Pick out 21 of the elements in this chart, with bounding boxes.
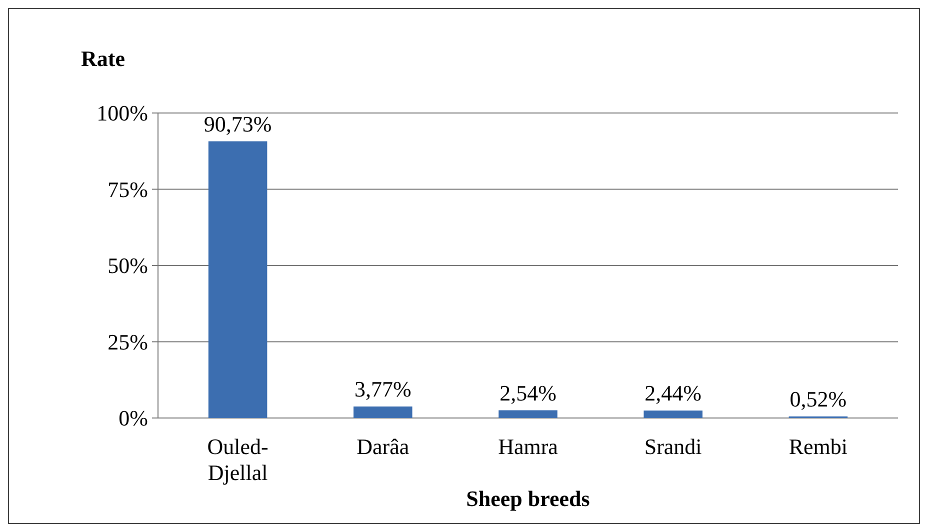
bar xyxy=(208,141,268,418)
y-tick-label: 50% xyxy=(108,253,148,278)
data-label: 2,54% xyxy=(500,380,556,406)
y-tick-label: 75% xyxy=(108,176,148,202)
bar xyxy=(354,406,412,418)
data-label: 2,44% xyxy=(644,380,702,406)
y-tick-label: 25% xyxy=(108,329,148,354)
data-label: 90,73% xyxy=(204,111,272,136)
bar xyxy=(498,410,558,418)
x-tick-label: Ouled-Djellal xyxy=(207,434,268,485)
x-tick-label: Rembi xyxy=(788,434,848,459)
x-tick-label: Srandi xyxy=(644,434,702,459)
data-label: 0,52% xyxy=(790,386,847,412)
bar xyxy=(644,410,702,418)
x-tick-label: Darâa xyxy=(356,434,410,459)
y-tick-label: 100% xyxy=(96,100,148,126)
data-label: 3,77% xyxy=(354,376,412,402)
y-tick-label: 0% xyxy=(118,406,148,431)
y-axis-title: Rate xyxy=(81,46,126,71)
x-tick-label: Hamra xyxy=(498,434,558,459)
x-axis-title: Sheep breeds xyxy=(466,486,590,511)
